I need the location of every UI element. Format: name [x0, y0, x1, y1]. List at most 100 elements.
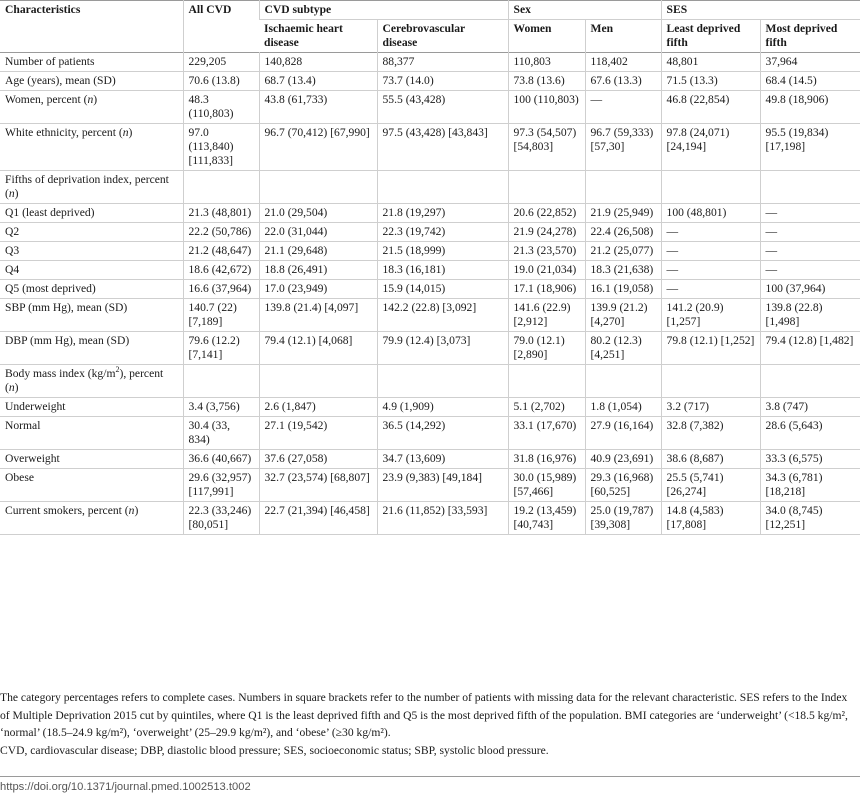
cell: 40.9 (23,691) — [584, 449, 662, 469]
cell — [507, 364, 585, 398]
cell: 38.6 (8,687) — [660, 449, 761, 469]
cell: 43.8 (61,733) — [258, 90, 377, 124]
cell: 140,828 — [258, 52, 377, 72]
cell: 100 (48,801) — [660, 203, 761, 223]
cell: 21.3 (23,570) — [507, 241, 585, 261]
cell: 21.2 (25,077) — [584, 241, 662, 261]
cell: 96.7 (59,333) [57,30] — [584, 123, 662, 171]
cell: 31.8 (16,976) — [507, 449, 585, 469]
table-row: Age (years), mean (SD) 70.6 (13.8) 68.7 (1… — [0, 71, 860, 91]
header-row-groups: Characteristics All CVD CVD subtype Sex … — [0, 0, 860, 53]
cell: 22.7 (21,394) [46,458] — [258, 501, 377, 535]
header-men: Men — [584, 19, 662, 53]
cell: 37,964 — [759, 52, 860, 72]
cell: — — [660, 222, 761, 242]
row-label: DBP (mm Hg), mean (SD) — [5, 334, 130, 347]
table-row: SBP (mm Hg), mean (SD) 140.7 (22) [7,189]… — [0, 298, 860, 332]
cell: 100 (110,803) — [507, 90, 585, 124]
cell: 17.1 (18,906) — [507, 279, 585, 299]
cell: — — [759, 222, 860, 242]
cell — [584, 364, 662, 398]
cell — [258, 364, 377, 398]
cell: 141.6 (22.9) [2,912] — [507, 298, 585, 332]
row-label: Number of patients — [5, 55, 95, 68]
cell: 100 (37,964) — [759, 279, 860, 299]
row-label: Q2 — [5, 225, 20, 238]
cell: 142.2 (22.8) [3,092] — [376, 298, 508, 332]
table-row: Normal 30.4 (33, 834) 27.1 (19,542) 36.5 (1… — [0, 416, 860, 450]
footnote-abbreviations: CVD, cardiovascular disease; DBP, diasto… — [0, 743, 549, 757]
cell: 73.8 (13.6) — [507, 71, 585, 91]
cell: 29.6 (32,957) [117,991] — [182, 468, 259, 502]
cell: 139.8 (22.8) [1,498] — [759, 298, 860, 332]
table-row: Q1 (least deprived) 21.3 (48,801) 21.0 (29… — [0, 203, 860, 223]
table-row: Women, percent (n) 48.3 (110,803) 43.8 (61… — [0, 90, 860, 124]
cell: 34.7 (13,609) — [376, 449, 508, 469]
cell: 22.3 (19,742) — [376, 222, 508, 242]
row-label: Women, percent (n) — [5, 93, 98, 106]
cell: — — [660, 260, 761, 280]
cell: 32.8 (7,382) — [660, 416, 761, 450]
cell — [258, 170, 377, 204]
cell: 27.1 (19,542) — [258, 416, 377, 450]
cell: 27.9 (16,164) — [584, 416, 662, 450]
table-row: DBP (mm Hg), mean (SD) 79.6 (12.2) [7,141… — [0, 331, 860, 365]
cell — [660, 364, 761, 398]
cell: 21.0 (29,504) — [258, 203, 377, 223]
row-label: Q4 — [5, 263, 20, 276]
cell — [507, 170, 585, 204]
header-row-subgroups: Ischaemic heart disease Cerebrovascular … — [0, 19, 860, 53]
doi-link[interactable]: https://doi.org/10.1371/journal.pmed.100… — [0, 781, 251, 793]
cell — [584, 170, 662, 204]
cell: 97.3 (54,507) [54,803] — [507, 123, 585, 171]
header-least-deprived: Least deprived fifth — [660, 19, 761, 53]
cell: 139.9 (21.2) [4,270] — [584, 298, 662, 332]
footnote-definitions: The category percentages refers to compl… — [0, 691, 848, 739]
cell: 79.0 (12.1) [2,890] — [507, 331, 585, 365]
table-row: Fifths of deprivation index, percent (n) — [0, 170, 860, 204]
cell: — — [660, 279, 761, 299]
cell: 23.9 (9,383) [49,184] — [376, 468, 508, 502]
cell: 4.9 (1,909) — [376, 397, 508, 417]
cell: 25.0 (19,787) [39,308] — [584, 501, 662, 535]
cell: 25.5 (5,741) [26,274] — [660, 468, 761, 502]
cell — [376, 364, 508, 398]
header-sex: Sex — [507, 0, 662, 20]
header-cvd-subtype: CVD subtype — [258, 0, 508, 20]
cell: 68.7 (13.4) — [258, 71, 377, 91]
table-row: Underweight 3.4 (3,756) 2.6 (1,847) 4.9 (1,… — [0, 397, 860, 417]
cell: 20.6 (22,852) — [507, 203, 585, 223]
row-label: Overweight — [5, 452, 60, 465]
cell: 79.6 (12.2) [7,141] — [182, 331, 259, 365]
table-row: Body mass index (kg/m2), percent (n) — [0, 364, 860, 398]
cell: 79.4 (12.8) [1,482] — [759, 331, 860, 365]
cell: 68.4 (14.5) — [759, 71, 860, 91]
cell: — — [660, 241, 761, 261]
table-row: Q4 18.6 (42,672) 18.8 (26,491) 18.3 (16,181… — [0, 260, 860, 280]
row-label: Q1 (least deprived) — [5, 206, 95, 219]
cell: 229,205 — [182, 52, 259, 72]
cell: 67.6 (13.3) — [584, 71, 662, 91]
row-label: Q5 (most deprived) — [5, 282, 96, 295]
cell: 21.1 (29,648) — [258, 241, 377, 261]
cell: 48,801 — [660, 52, 761, 72]
cell: 18.3 (16,181) — [376, 260, 508, 280]
cell: 30.0 (15,989) [57,466] — [507, 468, 585, 502]
table-row: White ethnicity, percent (n) 97.0 (113,84… — [0, 123, 860, 171]
cell: 19.2 (13,459) [40,743] — [507, 501, 585, 535]
header-ses: SES — [660, 0, 860, 20]
cell: 18.8 (26,491) — [258, 260, 377, 280]
table-row: Q2 22.2 (50,786) 22.0 (31,044) 22.3 (19,742… — [0, 222, 860, 242]
cell: 32.7 (23,574) [68,807] — [258, 468, 377, 502]
cell: 3.4 (3,756) — [182, 397, 259, 417]
cell: 95.5 (19,834) [17,198] — [759, 123, 860, 171]
cell — [376, 170, 508, 204]
cell: 18.3 (21,638) — [584, 260, 662, 280]
cell: 22.3 (33,246) [80,051] — [182, 501, 259, 535]
cell: 21.9 (24,278) — [507, 222, 585, 242]
cell: — — [759, 241, 860, 261]
row-label: Underweight — [5, 400, 66, 413]
cell: 49.8 (18,906) — [759, 90, 860, 124]
cell — [182, 364, 259, 398]
cell: — — [759, 260, 860, 280]
